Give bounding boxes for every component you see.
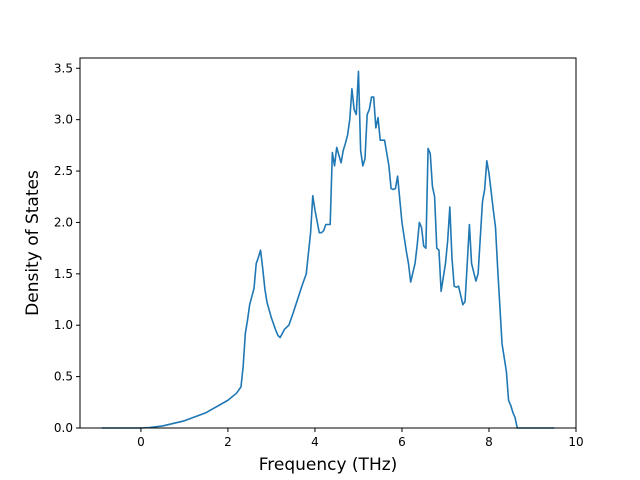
y-tick-label: 3.5 [54,61,73,75]
x-tick-label: 4 [311,435,319,449]
x-tick-label: 2 [224,435,232,449]
y-tick-label: 1.5 [54,267,73,281]
x-tick-label: 10 [568,435,583,449]
y-tick-label: 2.0 [54,215,73,229]
y-tick-label: 2.5 [54,164,73,178]
ticks-layer: 0 2 4 6 8 10 0.0 0.5 1.0 1.5 2.0 2.5 3.0 3.5 [54,61,584,449]
x-tick-label: 0 [137,435,145,449]
plot-layer [101,70,555,429]
dos-series-line [101,70,555,429]
x-axis-label: Frequency (THz) [259,455,398,475]
x-tick-label: 8 [485,435,493,449]
y-axis-label: Density of States [23,170,43,316]
y-tick-label: 0.0 [54,421,73,435]
x-tick-label: 6 [398,435,406,449]
y-tick-label: 3.0 [54,113,73,127]
plot-frame [79,57,577,429]
y-tick-label: 0.5 [54,370,73,384]
y-tick-label: 1.0 [54,318,73,332]
